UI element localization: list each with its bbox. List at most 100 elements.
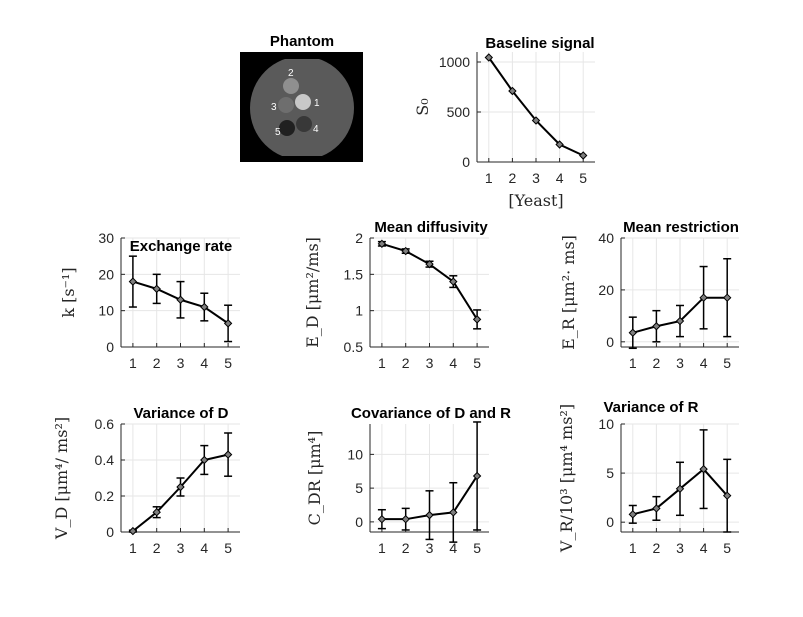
data-point-3: [531, 116, 541, 125]
y-tick-label-3: 10: [598, 416, 614, 432]
x-tick-label-3: 3: [532, 170, 540, 186]
data-point-4: [200, 302, 209, 312]
data-point-3: [675, 316, 685, 326]
y-tick-label-2: 20: [598, 282, 614, 298]
data-point-4: [699, 464, 708, 474]
phantom-label-2: 2: [288, 68, 294, 79]
x-tick-label-2: 2: [509, 170, 517, 186]
y-axis-label: E_D [μm²/ms]: [303, 237, 322, 348]
y-tick-label-3: 0.4: [95, 452, 115, 468]
y-axis-label: S₀: [413, 98, 432, 115]
x-tick-label-1: 1: [378, 355, 386, 371]
x-tick-label-2: 2: [653, 355, 661, 371]
y-tick-label-2: 0.2: [95, 488, 115, 504]
y-tick-label-1: 0: [606, 334, 614, 350]
x-tick-label-2: 2: [402, 540, 410, 556]
y-tick-label-1: 0: [106, 339, 114, 355]
data-point-5: [223, 450, 233, 459]
chart-diffusivity: 1 2 3 4 50.511.52E_D [μm²/ms]Mean diffusivit…: [303, 219, 489, 371]
phantom-vial-4: [296, 116, 312, 132]
data-point-2: [508, 86, 517, 96]
data-point-5: [722, 293, 732, 302]
phantom-vial-2: [283, 78, 299, 94]
data-point-2: [401, 246, 410, 256]
x-tick-label-5: 5: [723, 540, 731, 556]
x-tick-label-5: 5: [224, 540, 232, 556]
x-tick-label-4: 4: [449, 540, 457, 556]
y-tick-label-4: 2: [355, 230, 363, 246]
data-point-3: [425, 259, 434, 269]
data-point-4: [555, 140, 564, 149]
chart-title: Variance of R: [603, 399, 698, 416]
data-point-2: [152, 507, 161, 517]
x-tick-label-4: 4: [700, 355, 708, 371]
chart-exchange: 1 2 3 4 5 0 10 20 30 k [s⁻¹] Exchange rate: [59, 230, 240, 371]
data-point-5: [472, 471, 482, 481]
x-tick-label-2: 2: [153, 540, 161, 556]
data-point-5: [722, 491, 732, 500]
y-tick-label-1: 0: [462, 154, 470, 170]
x-tick-label-1: 1: [129, 355, 137, 371]
data-point-4: [200, 455, 209, 465]
x-tick-label-3: 3: [426, 540, 434, 556]
x-tick-label-3: 3: [177, 540, 185, 556]
x-tick-label-4: 4: [556, 170, 564, 186]
data-point-5: [223, 319, 233, 328]
y-axis-label: C_DR [μm⁴]: [305, 431, 324, 526]
phantom-label-3: 3: [271, 102, 277, 113]
phantom-panel: Phantom 1 2 3 4 5: [240, 33, 363, 162]
chart-restriction: 1 2 3 4 5 0 20 40 E_R [μm²· ms] Mean restriction: [559, 219, 739, 371]
y-axis-label: E_R [μm²· ms]: [559, 235, 578, 350]
data-point-1: [484, 53, 494, 62]
data-point-4: [449, 508, 458, 517]
chart-title: Exchange rate: [130, 238, 233, 255]
chart-title: Baseline signal: [485, 35, 594, 52]
phantom-crop-top: [240, 52, 363, 59]
chart-title: Variance of D: [133, 405, 228, 422]
phantom-vial-5: [279, 120, 295, 136]
x-tick-label-2: 2: [402, 355, 410, 371]
x-tick-label-1: 1: [378, 540, 386, 556]
y-tick-label-3: 10: [347, 446, 363, 462]
y-tick-label-1: 0: [355, 514, 363, 530]
x-tick-label-5: 5: [473, 540, 481, 556]
x-tick-label-5: 5: [579, 170, 587, 186]
data-point-3: [176, 482, 185, 492]
y-tick-label-2: 5: [355, 480, 363, 496]
y-tick-label-3: 1000: [439, 54, 470, 70]
chart-varD: 1 2 3 4 5 0 0.2 0.4 0.6 V_D [μm⁴/ ms²] Variance of…: [52, 405, 240, 556]
phantom-label-4: 4: [313, 124, 319, 135]
x-tick-label-1: 1: [129, 540, 137, 556]
x-tick-label-3: 3: [676, 355, 684, 371]
phantom-label-1: 1: [314, 98, 320, 109]
data-point-3: [425, 510, 434, 520]
y-tick-label-4: 0.6: [95, 416, 115, 432]
y-tick-label-1: 0: [606, 514, 614, 530]
data-point-1: [128, 277, 138, 286]
data-point-1: [128, 526, 138, 536]
phantom-vial-1: [295, 94, 311, 110]
data-point-5: [578, 151, 588, 160]
y-tick-label-1: 0.5: [344, 339, 364, 355]
chart-title: Mean diffusivity: [374, 219, 488, 236]
x-tick-label-5: 5: [224, 355, 232, 371]
x-tick-label-1: 1: [629, 355, 637, 371]
x-tick-label-3: 3: [426, 355, 434, 371]
y-tick-label-4: 30: [98, 230, 114, 246]
phantom-label-5: 5: [275, 127, 281, 138]
phantom-vial-3: [278, 97, 294, 113]
data-point-4: [699, 293, 708, 302]
x-tick-label-5: 5: [723, 355, 731, 371]
x-tick-label-4: 4: [200, 355, 208, 371]
y-tick-label-3: 20: [98, 266, 114, 282]
x-tick-label-5: 5: [473, 355, 481, 371]
x-tick-label-3: 3: [676, 540, 684, 556]
data-point-2: [401, 514, 410, 524]
y-tick-label-2: 5: [606, 465, 614, 481]
chart-title: Covariance of D and R: [351, 405, 511, 422]
phantom-title: Phantom: [270, 33, 334, 50]
x-tick-label-1: 1: [485, 170, 493, 186]
